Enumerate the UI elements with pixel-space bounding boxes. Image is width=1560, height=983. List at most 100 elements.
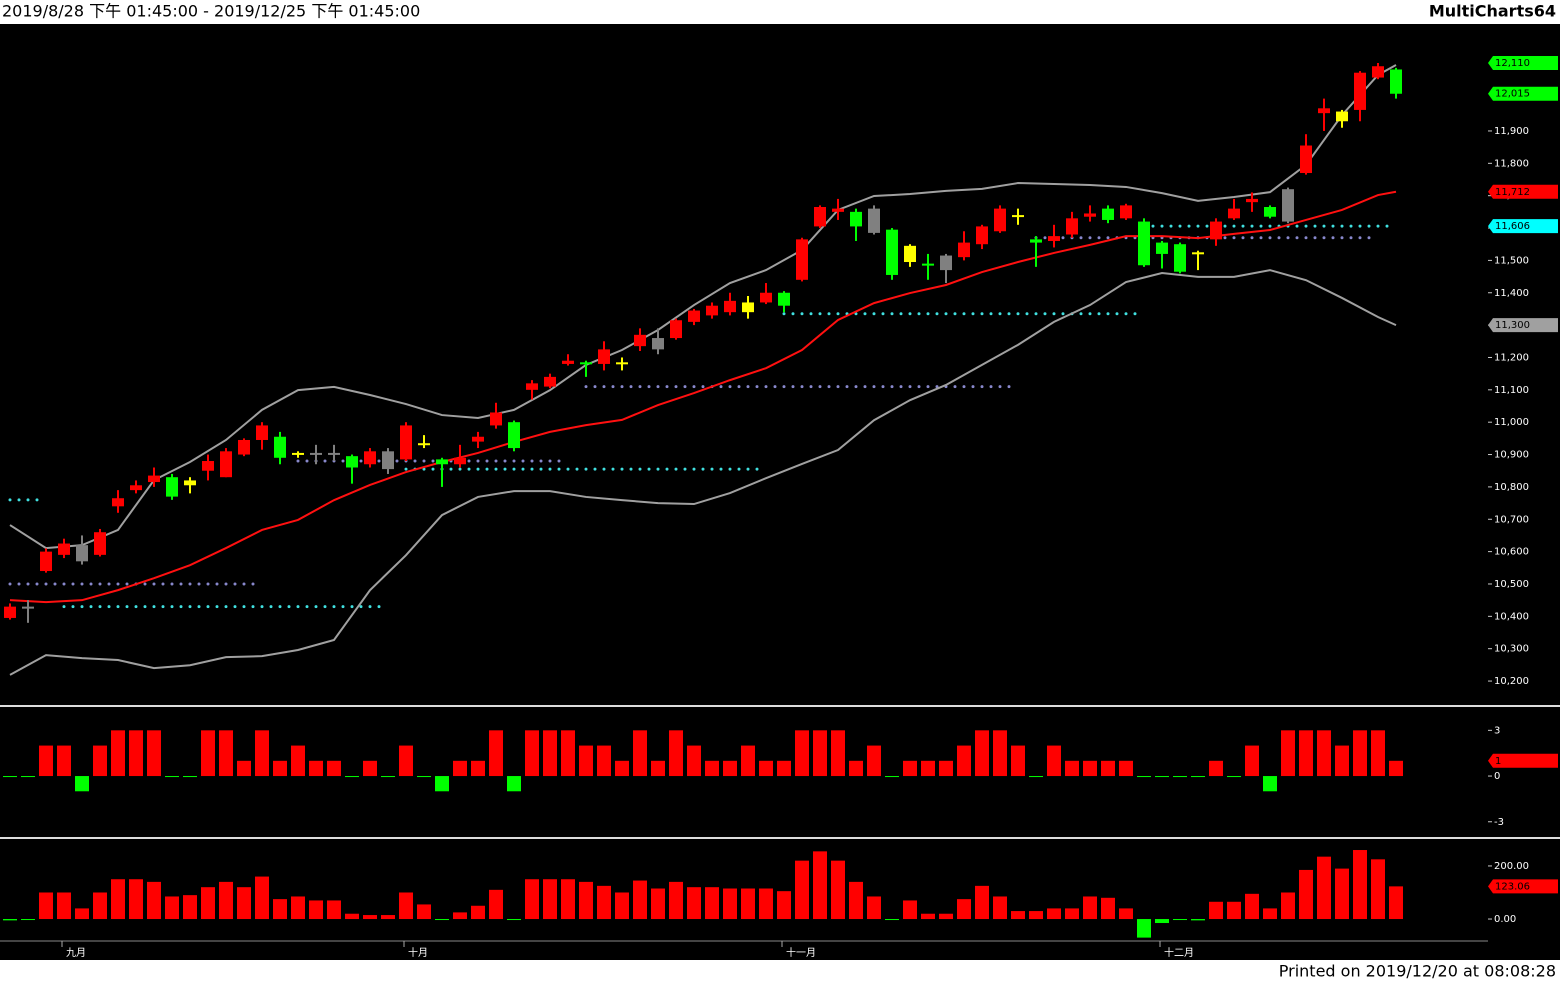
bar [939,760,953,777]
bar [1245,745,1259,777]
bar [867,745,881,777]
candle-body [436,459,448,465]
bar [1191,776,1205,778]
bar [759,888,773,920]
indicator-line [9,190,1397,604]
y-tick-label: 0 [1494,771,1500,782]
bar [57,745,71,777]
candle-body [742,302,754,313]
bar [705,887,719,920]
bar [75,908,89,920]
bar [903,900,917,920]
price-tag-label: 11,606 [1495,221,1530,232]
bar [1101,760,1115,777]
bar [1227,901,1241,920]
bar [399,745,413,777]
candle-body [40,551,52,572]
bar [1155,919,1169,924]
candle-body [328,452,340,455]
indicator-line [9,269,1397,676]
bar [237,760,251,777]
bar [777,760,791,777]
bar [921,913,935,920]
bar [1137,919,1151,938]
bar [1353,730,1367,777]
bar [165,896,179,920]
bar [129,879,143,920]
bar [1119,908,1133,920]
bar [1029,776,1043,778]
bar [1101,897,1115,920]
bar [813,730,827,777]
bar [543,730,557,777]
candle-body [1012,215,1024,218]
bar [309,760,323,777]
bar [615,892,629,920]
bar [795,730,809,777]
bar [1299,869,1313,920]
bar [165,776,179,778]
x-tick-label: 十月 [408,946,428,959]
bar [21,919,35,921]
price-tag [1488,318,1558,333]
candle-body [1390,69,1402,94]
bar [651,760,665,777]
bar [939,913,953,920]
bar [417,904,431,920]
bar [1263,908,1277,920]
candle-body [1048,236,1060,241]
candle-body [1282,189,1294,222]
bar [417,776,431,778]
y-tick-label: 11,900 [1494,126,1529,137]
candle-body [454,457,466,465]
price-tag-label: 123.06 [1495,881,1530,892]
candle-body [1174,244,1186,272]
bar [111,879,125,920]
candle-body [1084,213,1096,217]
candle-body [1336,111,1348,122]
y-tick-label: 10,900 [1494,450,1529,461]
bar [759,760,773,777]
x-tick-label: 九月 [66,947,86,959]
candle-body [1066,218,1078,235]
bar [93,892,107,920]
candle-body [274,436,286,458]
bar [921,760,935,777]
bar [1173,776,1187,778]
bar [741,888,755,920]
bar [615,760,629,777]
bar [1119,760,1133,777]
price-tag [1488,184,1558,199]
candle-body [256,425,268,440]
bar [219,881,233,920]
bar [1047,745,1061,777]
bar [489,889,503,920]
candle-body [1354,72,1366,110]
y-tick-label: -3 [1494,817,1504,828]
y-tick-label: 200.00 [1494,861,1529,872]
candle-body [616,362,628,365]
bar [561,730,575,777]
candle-body [904,245,916,263]
bar [1047,908,1061,920]
date-range: 2019/8/28 下午 01:45:00 - 2019/12/25 下午 01… [2,2,420,21]
candle-body [1318,108,1330,114]
candle-body [310,452,322,455]
bar [435,776,449,792]
bar [1083,760,1097,777]
candle-body [400,425,412,460]
y-tick-label: 10,600 [1494,547,1529,558]
price-tag-label: 12,015 [1495,89,1530,100]
bar [1065,760,1079,777]
y-tick-label: 10,400 [1494,611,1529,622]
candle-body [508,422,520,449]
candle-body [1120,205,1132,219]
price-tag [1488,879,1558,894]
bar [1137,776,1151,778]
bar [93,745,107,777]
candle-body [130,485,142,491]
candle-body [652,338,664,350]
x-tick-label: 十二月 [1164,946,1194,959]
candle-body [1264,207,1276,217]
